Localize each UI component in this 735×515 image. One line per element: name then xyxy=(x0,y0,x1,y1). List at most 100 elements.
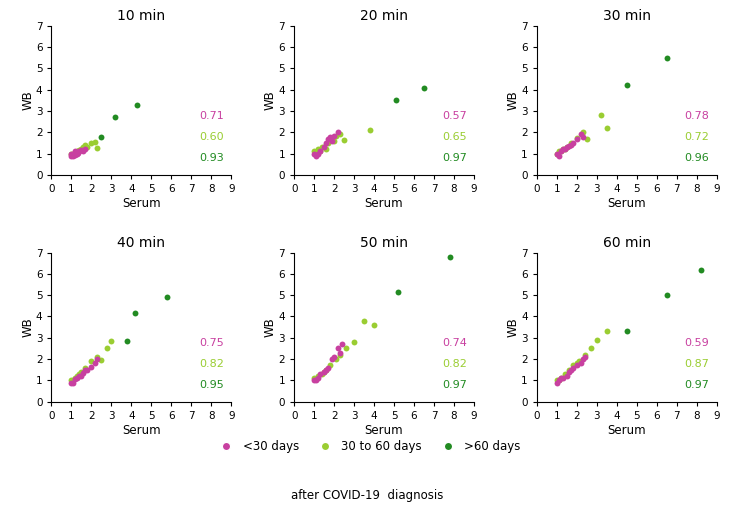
Point xyxy=(329,353,340,361)
Point xyxy=(358,317,370,325)
Point xyxy=(553,376,564,385)
X-axis label: Serum: Serum xyxy=(365,197,404,210)
Point xyxy=(310,376,322,385)
Point xyxy=(312,372,324,380)
Point xyxy=(71,147,83,156)
Point xyxy=(65,379,77,387)
Point xyxy=(76,145,87,153)
Text: 0.97: 0.97 xyxy=(442,380,467,390)
Point xyxy=(563,368,575,376)
Point xyxy=(571,134,583,143)
X-axis label: Serum: Serum xyxy=(122,197,161,210)
Point xyxy=(70,150,82,159)
Point xyxy=(368,321,380,329)
Point xyxy=(65,376,77,385)
Text: 0.96: 0.96 xyxy=(685,153,709,163)
Point xyxy=(595,111,606,119)
Point xyxy=(68,151,79,160)
Point xyxy=(74,370,85,378)
X-axis label: Serum: Serum xyxy=(607,423,646,437)
Point xyxy=(555,374,567,382)
Point xyxy=(579,351,591,359)
Point xyxy=(70,374,82,382)
Point xyxy=(322,134,334,143)
Point xyxy=(129,309,141,317)
Point xyxy=(577,355,589,363)
Point xyxy=(661,291,673,299)
Point xyxy=(561,143,573,151)
Point xyxy=(79,145,91,153)
Point xyxy=(315,147,326,156)
Point xyxy=(661,54,673,62)
Y-axis label: WB: WB xyxy=(507,91,520,110)
Point xyxy=(557,374,569,382)
Point xyxy=(68,379,79,387)
Point xyxy=(581,134,592,143)
Y-axis label: WB: WB xyxy=(21,317,35,337)
Point xyxy=(74,147,85,156)
Point xyxy=(315,370,326,378)
Point xyxy=(553,376,564,385)
Text: 0.71: 0.71 xyxy=(199,111,224,121)
Point xyxy=(551,379,563,387)
Point xyxy=(585,345,597,353)
Point xyxy=(324,362,336,370)
Point xyxy=(310,151,322,160)
Point xyxy=(308,374,320,382)
Point xyxy=(324,132,336,141)
Text: 0.82: 0.82 xyxy=(442,359,467,369)
Point xyxy=(77,369,89,377)
Point xyxy=(579,353,591,361)
Y-axis label: WB: WB xyxy=(264,91,277,110)
Point xyxy=(85,139,97,147)
Point xyxy=(68,149,79,158)
Text: 0.57: 0.57 xyxy=(442,111,467,121)
Point xyxy=(567,362,578,370)
Text: 0.97: 0.97 xyxy=(684,380,709,390)
Point xyxy=(559,370,570,378)
Point xyxy=(575,130,587,139)
Point xyxy=(70,148,82,157)
Point xyxy=(571,359,583,368)
Point xyxy=(563,142,575,150)
Text: 0.74: 0.74 xyxy=(442,338,467,348)
Point xyxy=(601,327,613,335)
X-axis label: Serum: Serum xyxy=(607,197,646,210)
Text: 0.87: 0.87 xyxy=(684,359,709,369)
Point xyxy=(329,131,340,140)
Point xyxy=(577,128,589,136)
Point xyxy=(559,145,570,153)
Point xyxy=(330,131,342,140)
Point xyxy=(74,146,85,154)
Point xyxy=(308,149,320,158)
Point xyxy=(695,265,706,273)
Point xyxy=(418,83,430,92)
Title: 60 min: 60 min xyxy=(603,236,650,250)
Point xyxy=(85,357,97,365)
Point xyxy=(557,145,569,153)
Point xyxy=(318,143,330,151)
Point xyxy=(326,136,338,145)
Point xyxy=(92,144,104,152)
Text: after COVID-19  diagnosis: after COVID-19 diagnosis xyxy=(291,489,444,502)
Point xyxy=(121,337,133,345)
Point xyxy=(71,149,83,158)
Point xyxy=(82,143,93,151)
Point xyxy=(565,366,577,374)
Point xyxy=(70,147,82,156)
Y-axis label: WB: WB xyxy=(264,317,277,337)
Point xyxy=(571,133,583,142)
Point xyxy=(96,356,107,364)
Point xyxy=(390,96,402,105)
Y-axis label: WB: WB xyxy=(507,317,520,337)
Point xyxy=(392,288,404,296)
Point xyxy=(73,148,85,157)
Point xyxy=(322,139,334,147)
Point xyxy=(77,147,89,156)
Point xyxy=(444,253,456,261)
Text: 0.95: 0.95 xyxy=(199,380,224,390)
Point xyxy=(316,370,328,378)
Text: 0.75: 0.75 xyxy=(199,338,224,348)
Point xyxy=(567,364,578,372)
Text: 0.72: 0.72 xyxy=(684,132,709,142)
